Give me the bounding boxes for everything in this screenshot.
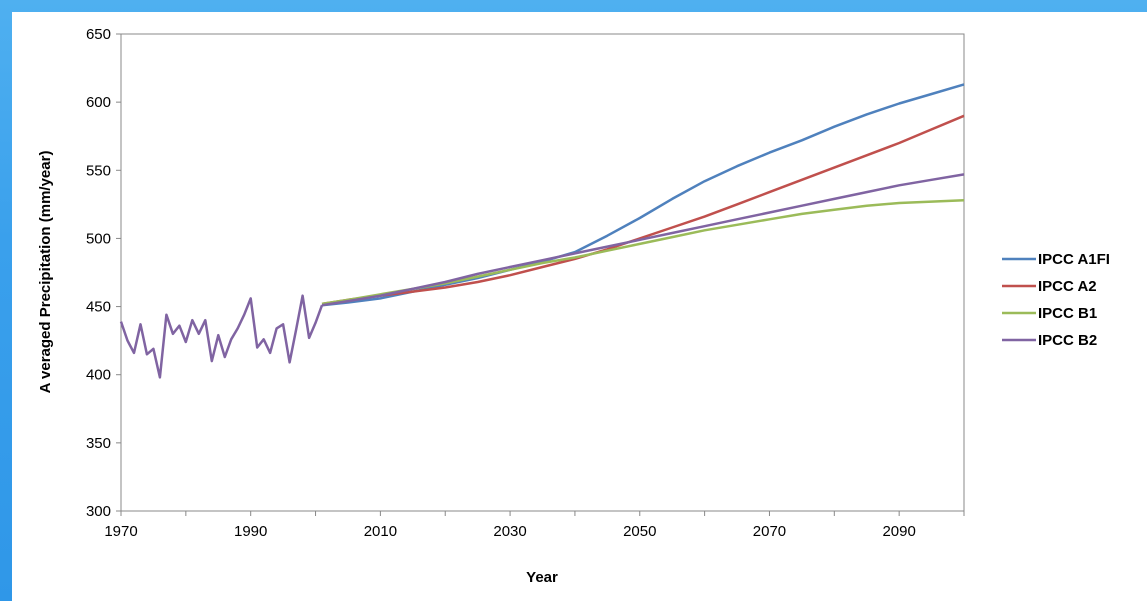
series-line-4 — [321, 173, 965, 307]
y-tick-label: 450 — [86, 299, 111, 316]
legend: IPCC A1FI IPCC A2 IPCC B1 IPCC B2 — [1002, 251, 1110, 349]
y-tick-label: 550 — [86, 162, 111, 179]
x-tick-label: 2070 — [753, 523, 786, 540]
y-tick-label: 300 — [86, 503, 111, 520]
legend-label: IPCC B2 — [1038, 332, 1097, 349]
y-axis-ticks: 300 350 400 450 500 550 600 650 — [86, 26, 121, 520]
x-tick-label: 2010 — [364, 523, 397, 540]
y-tick-label: 350 — [86, 435, 111, 452]
y-tick-label: 650 — [86, 26, 111, 43]
plot-area — [120, 33, 965, 512]
series-line-2 — [321, 114, 965, 306]
chart-panel: 300 350 400 450 500 550 600 650 1970 1990 2010 203… — [12, 12, 1147, 601]
historical-line — [119, 294, 324, 379]
x-tick-label: 2030 — [493, 523, 526, 540]
y-tick-label: 600 — [86, 94, 111, 111]
legend-label: IPCC A2 — [1038, 278, 1097, 295]
x-axis-title: Year — [526, 569, 558, 586]
legend-label: IPCC B1 — [1038, 305, 1097, 322]
x-axis-ticks: 1970 1990 2010 2030 2050 2070 2090 — [104, 511, 965, 540]
x-tick-label: 1990 — [234, 523, 267, 540]
legend-label: IPCC A1FI — [1038, 251, 1110, 268]
line-chart: 300 350 400 450 500 550 600 650 1970 1990 2010 203… — [37, 26, 1110, 586]
series-lines — [119, 83, 965, 379]
y-tick-label: 400 — [86, 367, 111, 384]
y-axis-title: A veraged Precipitation (mm/year) — [37, 151, 54, 394]
y-tick-label: 500 — [86, 230, 111, 247]
x-tick-label: 2050 — [623, 523, 656, 540]
x-tick-label: 2090 — [882, 523, 915, 540]
x-tick-label: 1970 — [104, 523, 137, 540]
